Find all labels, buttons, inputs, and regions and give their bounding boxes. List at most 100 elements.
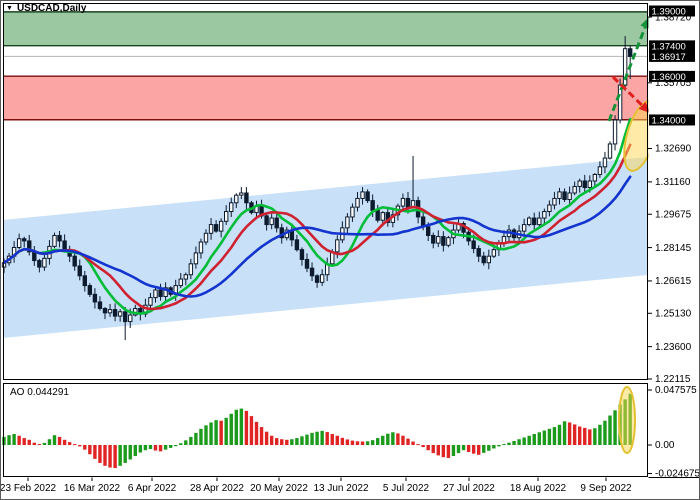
price-tick-label: 1.32690 xyxy=(655,144,692,155)
ao-bar-down xyxy=(436,445,440,456)
bull-candle xyxy=(567,192,572,201)
ao-bar-up xyxy=(370,440,375,445)
bull-candle xyxy=(622,48,628,86)
symbol-title: ▼ USDCAD,Daily xyxy=(6,3,86,14)
ao-bar-up xyxy=(552,427,557,445)
bear-candle xyxy=(476,248,481,257)
ao-bar-down xyxy=(78,445,82,447)
ao-bar-down xyxy=(98,445,102,463)
price-tick-label: 1.29675 xyxy=(655,209,692,220)
ao-bar-up xyxy=(123,445,127,463)
ao-bar-down xyxy=(411,441,415,445)
bear-candle xyxy=(365,191,370,202)
ao-panel-border xyxy=(3,383,648,477)
price-tick-label: 1.25130 xyxy=(655,308,692,319)
bear-candle xyxy=(304,258,310,269)
ao-bar-up xyxy=(168,445,173,448)
price-tick-label: 1.23600 xyxy=(655,342,692,353)
ao-bar-up xyxy=(118,445,122,466)
date-tick-label: 13 Jun 2022 xyxy=(313,483,368,494)
ao-bar-up xyxy=(522,437,526,445)
ao-bar-down xyxy=(360,441,365,445)
bull-candle xyxy=(319,274,325,283)
price-marker-label: 1.36000 xyxy=(652,72,686,83)
bear-candle xyxy=(264,215,269,226)
ao-bar-down xyxy=(249,416,254,445)
ao-bar-down xyxy=(83,445,87,450)
bull-candle xyxy=(183,274,189,280)
symbol-title-text: USDCAD,Daily xyxy=(16,3,87,14)
ao-bar-up xyxy=(593,428,597,445)
ao-bar-down xyxy=(441,445,446,458)
ao-bar-up xyxy=(512,440,516,445)
bull-candle xyxy=(345,216,350,229)
ao-bar-down xyxy=(588,429,592,445)
bear-candle xyxy=(37,260,42,268)
bull-candle xyxy=(577,180,582,187)
ao-bar-up xyxy=(365,441,370,445)
ao-bar-down xyxy=(27,439,31,445)
ao-bar-down xyxy=(244,410,249,445)
bull-candle xyxy=(355,197,360,208)
ao-bar-down xyxy=(269,435,274,445)
bear-candle xyxy=(628,48,633,57)
bear-candle xyxy=(32,251,37,262)
bull-candle xyxy=(380,212,385,221)
bear-candle xyxy=(112,309,118,317)
ao-bar-down xyxy=(259,427,264,445)
ao-bar-down xyxy=(583,427,587,445)
ao-bar-down xyxy=(158,445,163,452)
ao-momentum-highlight[interactable] xyxy=(618,386,636,454)
ao-bar-up xyxy=(133,445,137,456)
ao-bar-down xyxy=(37,444,42,446)
bear-candle xyxy=(431,234,436,244)
ao-bar-up xyxy=(209,422,213,445)
bull-candle xyxy=(587,180,592,189)
bear-candle xyxy=(72,255,77,267)
bull-candle xyxy=(153,289,158,299)
target-resistance-zone[interactable] xyxy=(3,11,648,47)
slow-ma-line[interactable] xyxy=(2,175,632,298)
ao-bar-up xyxy=(492,445,496,449)
price-axis-panel xyxy=(648,0,700,500)
bull-candle xyxy=(542,211,547,219)
bull-candle xyxy=(193,252,199,265)
fast-ma-line[interactable] xyxy=(2,117,632,316)
ao-bar-down xyxy=(477,445,481,455)
bear-candle xyxy=(426,226,431,236)
ao-bar-up xyxy=(502,444,506,446)
ao-bar-down xyxy=(57,436,62,445)
ao-bar-up xyxy=(189,436,193,445)
date-tick-label: 28 Apr 2022 xyxy=(190,483,244,494)
supply-retest-zone[interactable] xyxy=(3,75,648,121)
bear-candle xyxy=(57,234,62,242)
ao-bar-down xyxy=(335,435,339,445)
ao-bar-down xyxy=(466,445,471,452)
bear-candle xyxy=(405,197,411,208)
bull-candle xyxy=(607,143,613,159)
ao-bar-up xyxy=(47,439,52,445)
ao-bar-up xyxy=(290,439,294,445)
bull-candle xyxy=(521,224,527,232)
bull-candle xyxy=(491,249,497,257)
ao-bar-up xyxy=(542,430,547,445)
bull-candle xyxy=(198,241,204,254)
price-tick-label: 1.22115 xyxy=(655,374,691,385)
bear-candle xyxy=(97,301,103,309)
ao-bar-up xyxy=(234,409,238,445)
bull-candle xyxy=(617,84,623,121)
ao-bar-down xyxy=(567,422,572,445)
ao-bar-up xyxy=(562,421,567,445)
ao-bar-up xyxy=(381,435,385,445)
ao-bar-up xyxy=(598,424,602,445)
collapse-arrow-icon[interactable]: ▼ xyxy=(6,5,13,12)
ao-bar-down xyxy=(88,445,92,455)
mid-ma-line[interactable] xyxy=(2,143,632,311)
ao-bar-down xyxy=(406,438,410,445)
bear-candle xyxy=(471,240,476,250)
ao-bar-up xyxy=(507,442,511,445)
bear-candle xyxy=(102,307,108,314)
ao-bar-up xyxy=(537,432,541,445)
